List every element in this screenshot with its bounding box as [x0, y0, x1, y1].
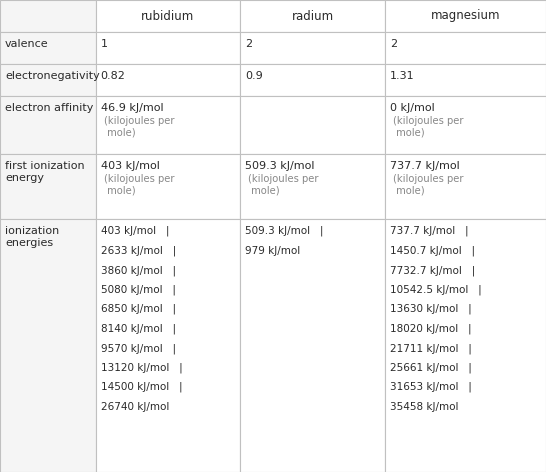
Text: 31653 kJ/mol   |: 31653 kJ/mol | [390, 382, 472, 393]
Bar [385, 32, 546, 64]
Text: 25661 kJ/mol   |: 25661 kJ/mol | [390, 362, 472, 373]
Text: (kilojoules per
 mole): (kilojoules per mole) [393, 116, 464, 138]
Text: 18020 kJ/mol   |: 18020 kJ/mol | [390, 323, 472, 334]
Text: (kilojoules per
 mole): (kilojoules per mole) [104, 116, 174, 138]
Text: 6850 kJ/mol   |: 6850 kJ/mol | [100, 304, 176, 314]
Bar [0, 154, 96, 219]
Text: 403 kJ/mol: 403 kJ/mol [100, 161, 159, 171]
Text: 2633 kJ/mol   |: 2633 kJ/mol | [100, 245, 176, 256]
Bar [385, 64, 546, 96]
Text: 13630 kJ/mol   |: 13630 kJ/mol | [390, 304, 472, 314]
Bar [385, 219, 546, 472]
Text: 0.82: 0.82 [100, 71, 126, 81]
Text: 21711 kJ/mol   |: 21711 kJ/mol | [390, 343, 472, 354]
Text: 2: 2 [390, 39, 397, 49]
Text: (kilojoules per
 mole): (kilojoules per mole) [104, 174, 174, 195]
Text: ionization
energies: ionization energies [5, 226, 60, 248]
Bar [240, 96, 385, 154]
Text: electron affinity: electron affinity [5, 103, 93, 113]
Text: 0 kJ/mol: 0 kJ/mol [390, 103, 435, 113]
Bar [240, 154, 385, 219]
Bar [0, 64, 96, 96]
Text: 46.9 kJ/mol: 46.9 kJ/mol [100, 103, 163, 113]
Text: 8140 kJ/mol   |: 8140 kJ/mol | [100, 323, 176, 334]
Text: 2: 2 [245, 39, 252, 49]
Bar [96, 64, 240, 96]
Text: 10542.5 kJ/mol   |: 10542.5 kJ/mol | [390, 285, 482, 295]
Text: 979 kJ/mol: 979 kJ/mol [245, 245, 300, 255]
Bar [240, 32, 385, 64]
Bar [96, 219, 240, 472]
Text: 737.7 kJ/mol: 737.7 kJ/mol [390, 161, 460, 171]
Bar [385, 96, 546, 154]
Text: 13120 kJ/mol   |: 13120 kJ/mol | [100, 362, 182, 373]
Bar [96, 0, 240, 32]
Bar [0, 96, 96, 154]
Bar [240, 219, 385, 472]
Text: 509.3 kJ/mol   |: 509.3 kJ/mol | [245, 226, 324, 236]
Text: 0.9: 0.9 [245, 71, 263, 81]
Text: 35458 kJ/mol: 35458 kJ/mol [390, 402, 459, 412]
Text: first ionization
energy: first ionization energy [5, 161, 85, 183]
Text: 1.31: 1.31 [390, 71, 414, 81]
Text: 3860 kJ/mol   |: 3860 kJ/mol | [100, 265, 176, 276]
Bar [96, 154, 240, 219]
Text: 7732.7 kJ/mol   |: 7732.7 kJ/mol | [390, 265, 475, 276]
Text: 1450.7 kJ/mol   |: 1450.7 kJ/mol | [390, 245, 475, 256]
Bar [96, 32, 240, 64]
Text: 5080 kJ/mol   |: 5080 kJ/mol | [100, 285, 176, 295]
Bar [96, 96, 240, 154]
Text: magnesium: magnesium [431, 9, 500, 23]
Bar [0, 32, 96, 64]
Text: valence: valence [5, 39, 49, 49]
Text: (kilojoules per
 mole): (kilojoules per mole) [248, 174, 319, 195]
Text: 403 kJ/mol   |: 403 kJ/mol | [100, 226, 169, 236]
Bar [385, 0, 546, 32]
Bar [385, 154, 546, 219]
Bar [240, 64, 385, 96]
Text: radium: radium [292, 9, 334, 23]
Text: electronegativity: electronegativity [5, 71, 100, 81]
Text: 737.7 kJ/mol   |: 737.7 kJ/mol | [390, 226, 468, 236]
Text: 26740 kJ/mol: 26740 kJ/mol [100, 402, 169, 412]
Bar [0, 219, 96, 472]
Text: rubidium: rubidium [141, 9, 194, 23]
Text: 14500 kJ/mol   |: 14500 kJ/mol | [100, 382, 182, 393]
Bar [240, 0, 385, 32]
Bar [0, 0, 96, 32]
Text: 509.3 kJ/mol: 509.3 kJ/mol [245, 161, 314, 171]
Text: 9570 kJ/mol   |: 9570 kJ/mol | [100, 343, 176, 354]
Text: (kilojoules per
 mole): (kilojoules per mole) [393, 174, 464, 195]
Text: 1: 1 [100, 39, 108, 49]
